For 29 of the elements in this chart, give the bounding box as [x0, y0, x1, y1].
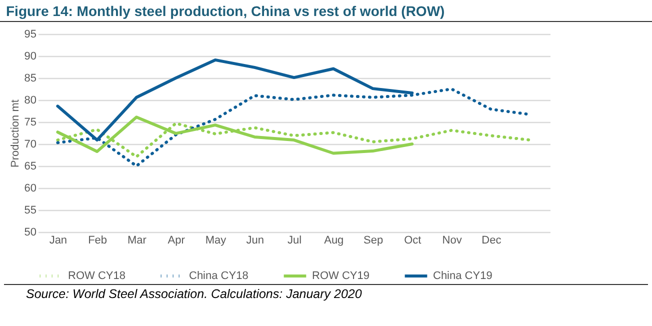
legend-label: ROW CY19: [312, 270, 370, 282]
x-tick-label: Feb: [88, 234, 108, 246]
y-tick-label: 95: [24, 28, 36, 40]
legend-label: China CY18: [189, 270, 248, 282]
y-tick-label: 75: [24, 116, 36, 128]
y-tick-label: 80: [24, 94, 36, 106]
legend-label: China CY19: [433, 270, 492, 282]
x-tick-label: Jan: [49, 234, 68, 246]
source-note: Source: World Steel Association. Calculations: January 2020: [4, 284, 648, 301]
x-tick-label: May: [205, 234, 227, 246]
y-tick-label: 90: [24, 50, 36, 62]
x-tick-label: Jun: [246, 234, 264, 246]
x-tick-label: Apr: [168, 234, 186, 246]
x-tick-label: Jul: [287, 234, 302, 246]
x-tick-label: Sep: [363, 234, 384, 246]
legend-label: ROW CY18: [68, 270, 126, 282]
y-tick-label: 60: [24, 182, 36, 194]
y-tick-label: 85: [24, 72, 36, 84]
y-tick-label: 50: [24, 226, 36, 238]
chart-title: Figure 14: Monthly steel production, China vs rest of world (ROW): [0, 0, 652, 22]
x-tick-label: Aug: [324, 234, 344, 246]
y-axis-title: Production mt: [9, 100, 22, 168]
y-tick-label: 70: [24, 138, 36, 150]
x-tick-label: Dec: [482, 234, 502, 246]
x-tick-label: Nov: [442, 234, 462, 246]
x-tick-label: Oct: [404, 234, 422, 246]
x-tick-label: Mar: [127, 234, 147, 246]
y-tick-label: 55: [24, 204, 36, 216]
y-tick-label: 65: [24, 160, 36, 172]
